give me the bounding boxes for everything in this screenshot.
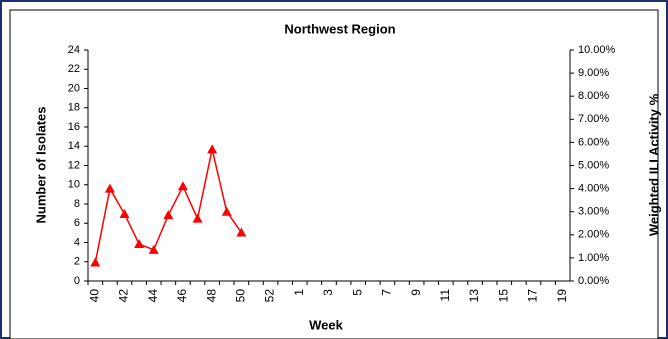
- x-tick-label: 1: [292, 289, 306, 296]
- x-tick-label: 40: [87, 289, 101, 303]
- y2-tick-label: 2.00%: [578, 229, 609, 241]
- y2-tick-label: 10.00%: [578, 44, 616, 56]
- marker: [207, 144, 218, 154]
- x-tick-label: 19: [555, 289, 569, 303]
- x-tick-label: 17: [526, 289, 540, 303]
- y2-tick-label: 1.00%: [578, 252, 609, 264]
- x-tick-label: 13: [467, 289, 481, 303]
- marker: [177, 181, 188, 191]
- marker: [90, 257, 101, 267]
- x-tick-label: 15: [496, 289, 510, 303]
- y2-tick-label: 4.00%: [578, 183, 609, 195]
- x-tick-label: 46: [175, 289, 189, 303]
- x-tick-label: 11: [438, 289, 452, 302]
- y2-tick-label: 7.00%: [578, 113, 609, 125]
- y2-tick-label: 9.00%: [578, 67, 609, 79]
- x-axis-label: Week: [309, 317, 343, 332]
- y2-axis-label: Weighted ILI Activity %: [646, 93, 661, 236]
- y2-tick-label: 6.00%: [578, 136, 609, 148]
- y-tick-label: 10: [68, 179, 80, 191]
- marker: [119, 209, 130, 219]
- x-tick-label: 48: [204, 289, 218, 303]
- marker: [148, 244, 159, 254]
- x-tick-label: 9: [409, 289, 423, 296]
- x-tick-label: 7: [380, 289, 394, 296]
- y-tick-label: 24: [68, 44, 80, 56]
- y-tick-label: 6: [74, 217, 80, 229]
- chart-title: Northwest Region: [284, 21, 395, 36]
- y2-tick-label: 0.00%: [578, 275, 609, 287]
- x-tick-label: 52: [263, 289, 277, 303]
- x-tick-label: 3: [321, 289, 335, 296]
- y2-tick-label: 5.00%: [578, 159, 609, 171]
- y-tick-label: 22: [68, 63, 80, 75]
- marker: [192, 213, 203, 223]
- x-tick-label: 50: [234, 289, 248, 303]
- marker: [163, 210, 174, 220]
- y-axis-label: Number of Isolates: [33, 106, 48, 223]
- y-tick-label: 0: [74, 275, 80, 287]
- chart-area: [9, 9, 659, 339]
- marker: [134, 239, 145, 249]
- x-tick-label: 5: [350, 289, 364, 296]
- marker: [236, 227, 247, 237]
- x-tick-label: 42: [117, 289, 131, 303]
- y-tick-label: 18: [68, 102, 80, 114]
- marker: [104, 183, 115, 193]
- y-tick-label: 8: [74, 198, 80, 210]
- y-tick-label: 12: [68, 159, 80, 171]
- y-tick-label: 14: [68, 140, 80, 152]
- y2-tick-label: 3.00%: [578, 206, 609, 218]
- y-tick-label: 16: [68, 121, 80, 133]
- y-tick-label: 4: [74, 236, 80, 248]
- x-tick-label: 44: [146, 289, 160, 303]
- marker: [221, 206, 232, 216]
- y2-tick-label: 8.00%: [578, 90, 609, 102]
- y-tick-label: 2: [74, 256, 80, 268]
- y-tick-label: 20: [68, 82, 80, 94]
